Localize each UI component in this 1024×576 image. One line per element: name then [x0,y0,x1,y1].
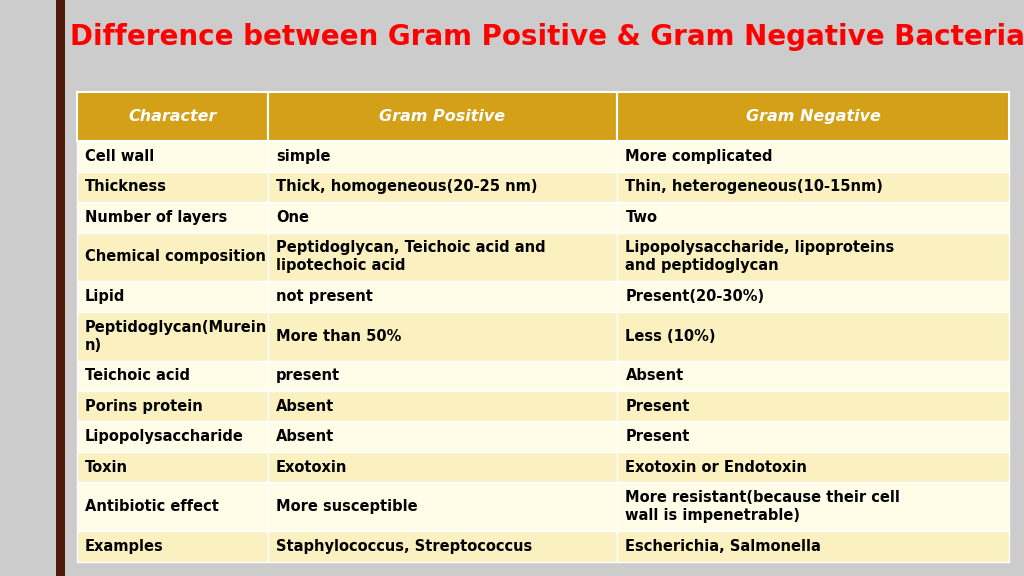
Text: Porins protein: Porins protein [85,399,203,414]
Text: One: One [276,210,309,225]
Bar [617,361,1009,391]
Text: Lipid: Lipid [85,289,125,304]
Text: Lipopolysaccharide: Lipopolysaccharide [85,429,244,444]
Bar [77,92,268,141]
Text: Absent: Absent [276,399,334,414]
Bar [268,361,617,391]
Text: Absent: Absent [276,429,334,444]
Text: Character: Character [128,109,216,124]
Text: More resistant(because their cell
wall is impenetrable): More resistant(because their cell wall i… [626,490,900,523]
Bar [617,92,1009,141]
Bar [268,482,617,531]
Bar [77,482,268,531]
Text: Less (10%): Less (10%) [626,329,716,344]
Text: Lipopolysaccharide, lipoproteins
and peptidoglycan: Lipopolysaccharide, lipoproteins and pep… [626,240,895,274]
Text: Gram Negative: Gram Negative [745,109,881,124]
Bar [617,391,1009,422]
Bar [617,452,1009,482]
Text: Examples: Examples [85,539,164,554]
Bar [268,281,617,312]
Bar [77,531,268,562]
Text: present: present [276,368,340,383]
Text: Antibiotic effect: Antibiotic effect [85,499,219,514]
Text: Thin, heterogeneous(10-15nm): Thin, heterogeneous(10-15nm) [626,179,884,194]
Text: Absent: Absent [626,368,684,383]
Bar [77,141,268,172]
Bar [56,0,65,576]
Text: Thickness: Thickness [85,179,167,194]
Text: Escherichia, Salmonella: Escherichia, Salmonella [626,539,821,554]
Bar [268,233,617,281]
Text: More than 50%: More than 50% [276,329,401,344]
Text: Toxin: Toxin [85,460,128,475]
Text: Peptidoglycan(Murein
n): Peptidoglycan(Murein n) [85,320,267,353]
Bar [617,422,1009,452]
Bar [77,361,268,391]
Text: Two: Two [626,210,657,225]
Bar [268,92,617,141]
Bar [77,172,268,202]
Text: Present: Present [626,429,690,444]
Bar [617,312,1009,361]
Bar [77,233,268,281]
Bar [617,482,1009,531]
Bar [617,233,1009,281]
Bar [77,281,268,312]
Text: Number of layers: Number of layers [85,210,227,225]
Text: Present(20-30%): Present(20-30%) [626,289,765,304]
Bar [77,452,268,482]
Text: Gram Positive: Gram Positive [380,109,506,124]
Bar [77,202,268,233]
Text: Chemical composition: Chemical composition [85,249,266,264]
Text: Cell wall: Cell wall [85,149,155,164]
Text: More complicated: More complicated [626,149,773,164]
Bar [77,391,268,422]
Bar [268,531,617,562]
Bar [268,172,617,202]
Bar [268,202,617,233]
Bar [617,281,1009,312]
Text: Thick, homogeneous(20-25 nm): Thick, homogeneous(20-25 nm) [276,179,538,194]
Text: Exotoxin or Endotoxin: Exotoxin or Endotoxin [626,460,807,475]
Text: Present: Present [626,399,690,414]
Text: More susceptible: More susceptible [276,499,418,514]
Bar [77,312,268,361]
Bar [268,312,617,361]
Bar [77,422,268,452]
Bar [268,422,617,452]
Bar [268,141,617,172]
Bar [617,531,1009,562]
Bar [617,172,1009,202]
Text: Exotoxin: Exotoxin [276,460,347,475]
Text: simple: simple [276,149,331,164]
Text: Difference between Gram Positive & Gram Negative Bacteria: Difference between Gram Positive & Gram … [71,24,1024,51]
Text: not present: not present [276,289,373,304]
Bar [268,452,617,482]
Text: Staphylococcus, Streptococcus: Staphylococcus, Streptococcus [276,539,532,554]
Text: Peptidoglycan, Teichoic acid and
lipotechoic acid: Peptidoglycan, Teichoic acid and lipotec… [276,240,546,274]
Bar [268,391,617,422]
Bar [617,202,1009,233]
Text: Teichoic acid: Teichoic acid [85,368,190,383]
Bar [617,141,1009,172]
